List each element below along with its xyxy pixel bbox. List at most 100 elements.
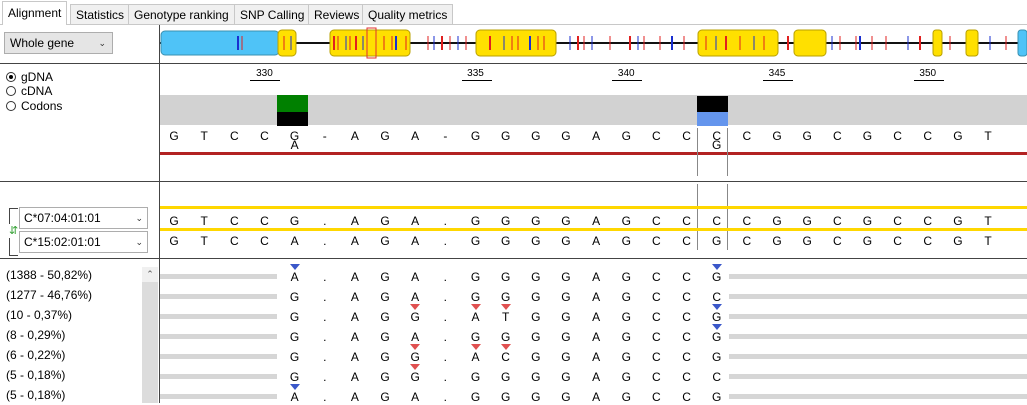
read-nucleotide: A (592, 310, 601, 324)
read-group-label[interactable]: (5 - 0,18%) (6, 368, 66, 382)
nucleotide: G (561, 129, 571, 143)
tab-alignment[interactable]: Alignment (2, 1, 68, 25)
variant-marker (711, 324, 722, 330)
read-nucleotide: . (443, 330, 448, 344)
read-nucleotide: G (531, 330, 541, 344)
nucleotide: C (682, 214, 691, 228)
read-nucleotide: T (501, 310, 510, 324)
radio-codons[interactable]: Codons (6, 99, 62, 113)
read-nucleotide: A (350, 390, 359, 404)
read-group-label[interactable]: (10 - 0,37%) (6, 308, 73, 322)
read-nucleotide: G (410, 310, 420, 324)
read-nucleotide: A (592, 390, 601, 404)
read-group-label[interactable]: (1277 - 46,76%) (6, 288, 93, 302)
radio-gdna-indicator[interactable] (6, 72, 16, 82)
read-nucleotide: G (561, 310, 571, 324)
read-nucleotide: . (323, 330, 327, 344)
nucleotide: G (802, 234, 812, 248)
ruler-tick-label: 335 (467, 68, 484, 79)
read-nucleotide: . (323, 270, 327, 284)
radio-cdna-indicator[interactable] (6, 86, 16, 96)
nucleotide: C (832, 234, 842, 248)
nucleotide: G (621, 129, 631, 143)
read-nucleotide: C (652, 330, 661, 344)
nucleotide: G (862, 214, 873, 228)
read-nucleotide: G (470, 370, 481, 384)
scrollbar-track[interactable] (142, 282, 158, 403)
nucleotide: C (893, 129, 902, 143)
nucleotide: G (862, 129, 873, 143)
nucleotide: C (652, 214, 661, 228)
read-nucleotide: G (561, 390, 571, 404)
read-nucleotide: . (323, 390, 327, 404)
mismatch-marker (410, 304, 421, 310)
read-nucleotide: . (323, 290, 327, 304)
read-group-label[interactable]: (1388 - 50,82%) (6, 268, 93, 282)
reads-panel: (1388 - 50,82%) A. A G A. G G G G A G C C G (1277 - 46… (0, 262, 1027, 404)
read-group-label[interactable]: (5 - 0,18%) (6, 388, 66, 402)
tab-genotype-ranking[interactable]: Genotype ranking (128, 4, 235, 24)
nucleotide: C (682, 129, 691, 143)
region-select-value: Whole gene (10, 36, 75, 50)
read-nucleotide: G (500, 330, 511, 344)
variant-marker (711, 304, 722, 310)
allele-2-select[interactable]: C*15:02:01:01 ⌄ (19, 231, 148, 253)
allele-1-select[interactable]: C*07:04:01:01 ⌄ (19, 207, 148, 229)
read-nucleotide: A (592, 370, 601, 384)
read-nucleotide: G (500, 270, 511, 284)
nucleotide: G (380, 129, 390, 143)
scroll-up-icon[interactable]: ⌃ (142, 267, 158, 282)
read-nucleotide: G (621, 270, 631, 284)
read-group-label[interactable]: (6 - 0,22%) (6, 348, 66, 362)
nucleotide: C (742, 129, 752, 143)
nucleotide: C (260, 234, 269, 248)
read-nucleotide: G (621, 390, 631, 404)
mismatch-marker (470, 304, 481, 310)
nucleotide: G (500, 129, 511, 143)
nucleotide: G (561, 234, 571, 248)
nucleotide: G (169, 214, 179, 228)
tab-statistics[interactable]: Statistics (70, 4, 131, 24)
nucleotide: . (323, 234, 327, 248)
read-nucleotide: G (380, 310, 390, 324)
radio-cdna[interactable]: cDNA (6, 84, 52, 98)
nucleotide: - (322, 129, 327, 143)
read-coverage-bar (729, 294, 1027, 299)
read-nucleotide: A (290, 270, 299, 284)
nucleotide: A (592, 214, 601, 228)
read-nucleotide: G (289, 310, 300, 324)
read-nucleotide: G (470, 390, 481, 404)
tab-snp-calling[interactable]: SNP Calling (234, 4, 311, 24)
separator (0, 258, 1027, 259)
swap-arrows-icon[interactable]: ⇵ (9, 224, 19, 238)
read-nucleotide: . (443, 350, 448, 364)
ruler-tick-label: 345 (768, 68, 786, 79)
read-nucleotide: . (323, 350, 327, 364)
read-nucleotide: A (350, 330, 359, 344)
read-coverage-bar (729, 354, 1027, 359)
nucleotide: C (893, 234, 902, 248)
read-nucleotide: C (501, 350, 510, 364)
tab-quality-metrics[interactable]: Quality metrics (362, 4, 454, 24)
read-nucleotide: G (289, 290, 300, 304)
nucleotide: A (350, 234, 359, 248)
read-nucleotide: G (531, 290, 541, 304)
tab-reviews[interactable]: Reviews (308, 4, 366, 24)
nucleotide: G (289, 214, 300, 228)
nucleotide: G (289, 129, 300, 143)
read-nucleotide: G (621, 370, 631, 384)
read-nucleotide: G (712, 310, 722, 324)
gene-map[interactable] (160, 26, 1027, 62)
radio-gdna[interactable]: gDNA (6, 70, 53, 84)
read-nucleotide: G (531, 310, 541, 324)
read-coverage-bar (160, 354, 277, 359)
radio-codons-indicator[interactable] (6, 101, 16, 111)
nucleotide: A (290, 234, 299, 248)
read-group-label[interactable]: (8 - 0,29%) (6, 328, 66, 342)
region-select[interactable]: Whole gene ⌄ (4, 32, 113, 54)
nucleotide: G (380, 234, 390, 248)
nucleotide: G (802, 214, 812, 228)
nucleotide: C (652, 234, 661, 248)
nucleotide: C (832, 129, 842, 143)
nucleotide: A (411, 129, 420, 143)
